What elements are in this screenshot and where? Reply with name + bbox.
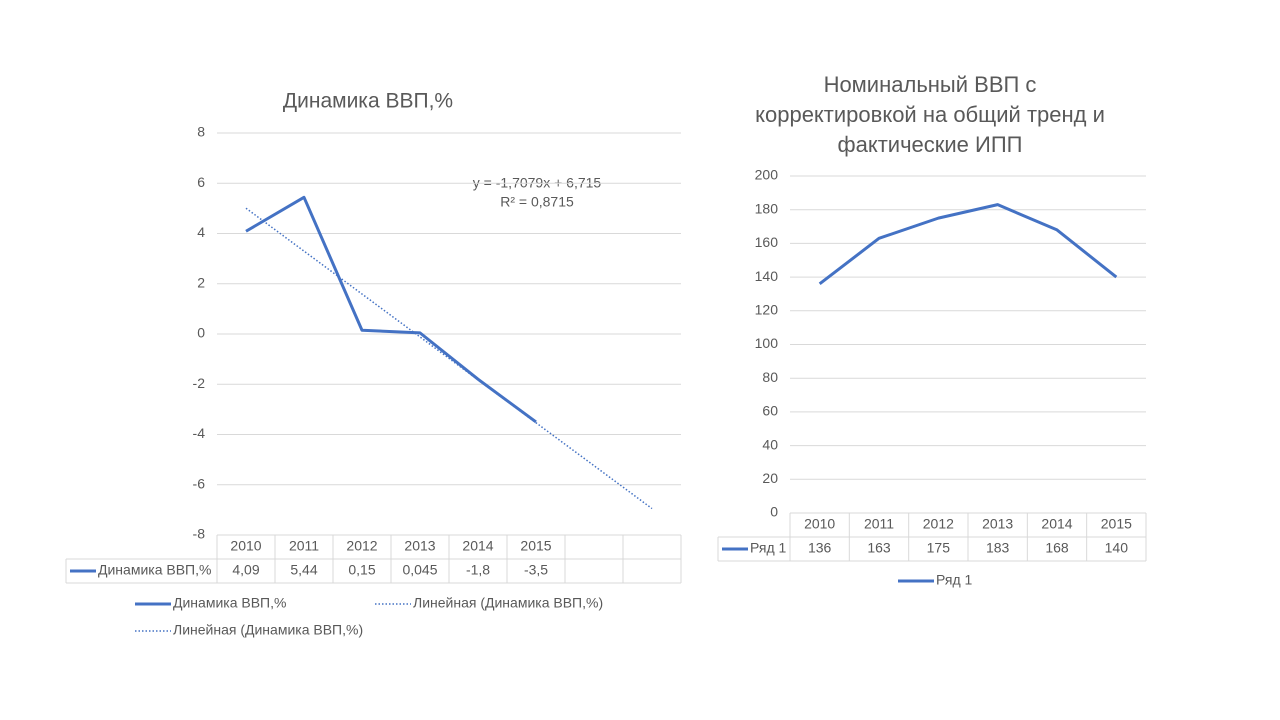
y-tick-label: -8: [193, 526, 206, 542]
table-value: 183: [986, 540, 1010, 556]
y-tick-label: 20: [762, 470, 778, 486]
table-value: 168: [1045, 540, 1069, 556]
legend-label: Ряд 1: [936, 572, 973, 588]
x-tick-label: 2011: [289, 538, 319, 554]
y-tick-label: 180: [755, 200, 779, 216]
y-tick-label: 120: [755, 302, 779, 318]
x-tick-label: 2013: [982, 516, 1013, 532]
x-tick-label: 2014: [1041, 516, 1072, 532]
y-tick-label: -4: [193, 425, 206, 441]
chart-title: Динамика ВВП,%: [283, 90, 453, 113]
table-value: 140: [1105, 540, 1129, 556]
x-tick-label: 2015: [520, 538, 551, 554]
x-tick-label: 2013: [404, 538, 435, 554]
x-tick-label: 2012: [346, 538, 377, 554]
y-tick-label: 160: [755, 234, 779, 250]
y-tick-label: 4: [197, 224, 205, 240]
series-line: [818, 203, 1118, 286]
legend-label: Динамика ВВП,%: [173, 595, 286, 611]
table-value: 175: [927, 540, 951, 556]
trend-equation: y = -1,7079x + 6,715: [473, 175, 602, 191]
trendline: [245, 207, 653, 510]
y-tick-label: 0: [197, 325, 205, 341]
x-tick-label: 2015: [1101, 516, 1132, 532]
y-tick-label: 80: [762, 369, 778, 385]
table-value: -1,8: [466, 562, 490, 578]
table-value: 163: [867, 540, 891, 556]
y-tick-label: 40: [762, 436, 778, 452]
legend-label: Линейная (Динамика ВВП,%): [173, 622, 363, 638]
table-row-label: Ряд 1: [750, 540, 787, 556]
table-value: -3,5: [524, 562, 548, 578]
x-tick-label: 2014: [462, 538, 493, 554]
y-tick-label: -6: [193, 475, 206, 491]
trend-r2: R² = 0,8715: [500, 194, 574, 210]
x-tick-label: 2010: [804, 516, 835, 532]
x-tick-label: 2010: [230, 538, 261, 554]
table-row-label: Динамика ВВП,%: [98, 562, 211, 578]
legend-label: Линейная (Динамика ВВП,%): [413, 595, 603, 611]
y-tick-label: 60: [762, 403, 778, 419]
y-tick-label: 2: [197, 274, 205, 290]
table-value: 136: [808, 540, 832, 556]
y-tick-label: 8: [197, 124, 205, 140]
series-line: [245, 195, 537, 424]
y-tick-label: 200: [755, 167, 779, 183]
table-value: 0,15: [348, 562, 375, 578]
chart-title: Номинальный ВВП с корректировкой на общи…: [755, 72, 1105, 157]
x-tick-label: 2011: [864, 516, 894, 532]
y-tick-label: 0: [770, 504, 778, 520]
table-value: 0,045: [402, 562, 437, 578]
table-value: 4,09: [232, 562, 259, 578]
table-value: 5,44: [290, 562, 317, 578]
y-tick-label: -2: [193, 375, 206, 391]
y-tick-label: 140: [755, 268, 779, 284]
y-tick-label: 100: [755, 335, 779, 351]
x-tick-label: 2012: [923, 516, 954, 532]
y-tick-label: 6: [197, 174, 205, 190]
